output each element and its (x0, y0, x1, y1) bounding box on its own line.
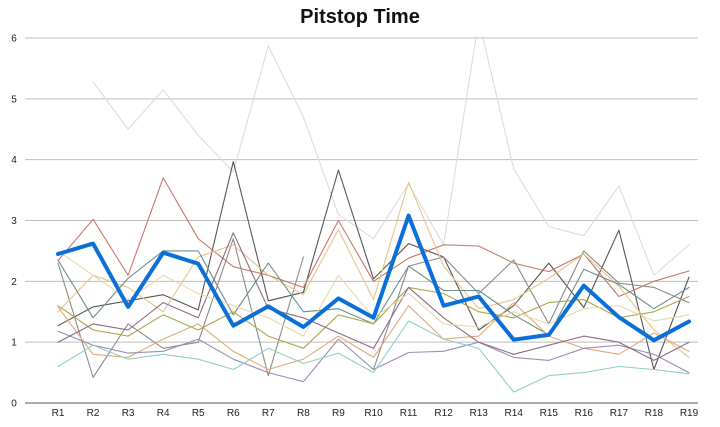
y-tick-label: 1 (11, 338, 17, 349)
y-tick-label: 0 (11, 399, 17, 410)
x-tick-label: R14 (505, 408, 524, 419)
x-tick-label: R11 (400, 408, 418, 419)
x-tick-label: R10 (364, 408, 383, 419)
x-tick-label: R13 (469, 408, 488, 419)
series-line (57, 320, 690, 393)
series-line (57, 232, 690, 361)
chart-title: Pitstop Time (300, 6, 420, 28)
series-line (92, 36, 690, 276)
x-tick-label: R19 (680, 408, 699, 419)
x-tick-label: R17 (610, 408, 629, 419)
x-tick-label: R15 (540, 408, 559, 419)
y-tick-label: 3 (11, 216, 17, 227)
x-tick-label: R6 (227, 408, 240, 419)
x-tick-label: R1 (52, 408, 65, 419)
y-tick-label: 5 (11, 94, 17, 105)
x-tick-label: R9 (332, 408, 345, 419)
x-tick-label: R16 (575, 408, 594, 419)
x-tick-label: R4 (157, 408, 170, 419)
x-tick-label: R12 (434, 408, 453, 419)
y-tick-label: 6 (11, 34, 17, 45)
x-tick-label: R3 (122, 408, 135, 419)
series-line (57, 286, 690, 349)
y-tick-label: 4 (11, 155, 17, 166)
x-tick-label: R2 (87, 408, 100, 419)
x-tick-label: R5 (192, 408, 205, 419)
x-tick-label: R7 (262, 408, 275, 419)
series-line (57, 330, 690, 383)
x-tick-label: R18 (645, 408, 664, 419)
series-line (57, 160, 690, 371)
series-line-highlight (56, 213, 691, 343)
series-line (57, 181, 690, 358)
y-tick-label: 2 (11, 277, 17, 288)
x-tick-label: R8 (297, 408, 310, 419)
